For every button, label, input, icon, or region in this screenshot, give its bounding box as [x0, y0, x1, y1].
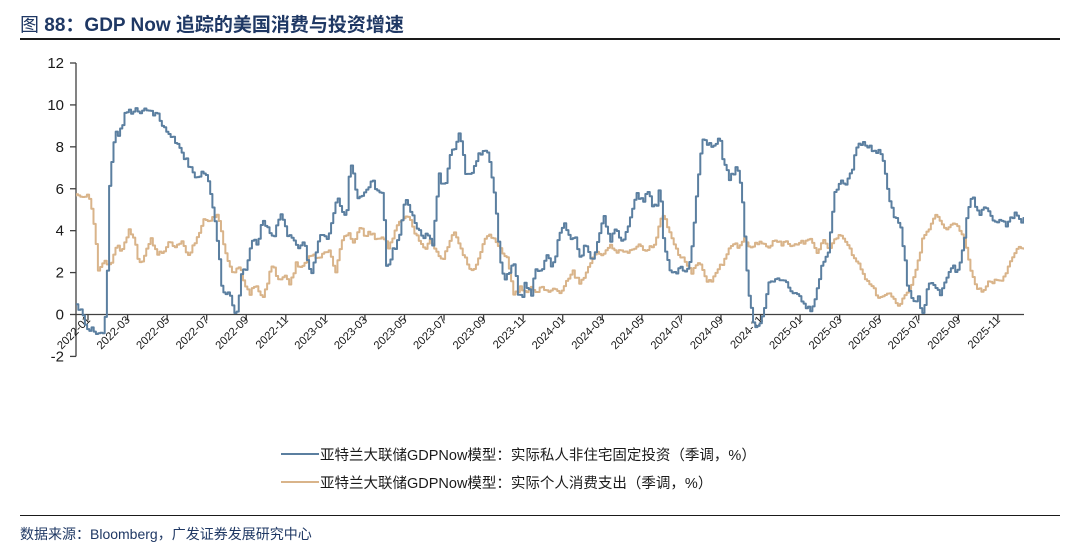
svg-text:10: 10 — [47, 97, 64, 114]
svg-text:2022-07: 2022-07 — [174, 314, 212, 352]
svg-text:2022-11: 2022-11 — [254, 314, 291, 351]
svg-text:2024-09: 2024-09 — [688, 314, 726, 352]
svg-text:2025-11: 2025-11 — [966, 314, 1003, 351]
svg-text:2023-07: 2023-07 — [411, 314, 449, 352]
svg-text:0: 0 — [56, 307, 64, 324]
svg-text:2025-09: 2025-09 — [926, 314, 964, 352]
svg-text:2024-07: 2024-07 — [649, 314, 687, 352]
svg-text:2024-11: 2024-11 — [728, 314, 765, 351]
svg-text:2: 2 — [56, 265, 64, 282]
svg-text:2023-01: 2023-01 — [293, 314, 331, 352]
svg-text:2025-03: 2025-03 — [807, 314, 845, 352]
svg-text:2023-03: 2023-03 — [332, 314, 370, 352]
svg-text:2025-05: 2025-05 — [847, 314, 885, 352]
svg-text:2024-01: 2024-01 — [530, 314, 568, 352]
svg-text:2023-05: 2023-05 — [372, 314, 410, 352]
svg-text:2024-03: 2024-03 — [570, 314, 608, 352]
svg-text:2025-07: 2025-07 — [886, 314, 924, 352]
svg-text:2023-11: 2023-11 — [491, 314, 528, 351]
svg-text:2022-05: 2022-05 — [134, 314, 172, 352]
svg-text:4: 4 — [56, 223, 64, 240]
svg-text:6: 6 — [56, 181, 64, 198]
svg-text:12: 12 — [47, 55, 64, 72]
svg-text:2024-05: 2024-05 — [609, 314, 647, 352]
svg-text:2025-01: 2025-01 — [767, 314, 805, 352]
svg-text:2022-09: 2022-09 — [214, 314, 252, 352]
svg-text:8: 8 — [56, 139, 64, 156]
svg-text:2023-09: 2023-09 — [451, 314, 489, 352]
